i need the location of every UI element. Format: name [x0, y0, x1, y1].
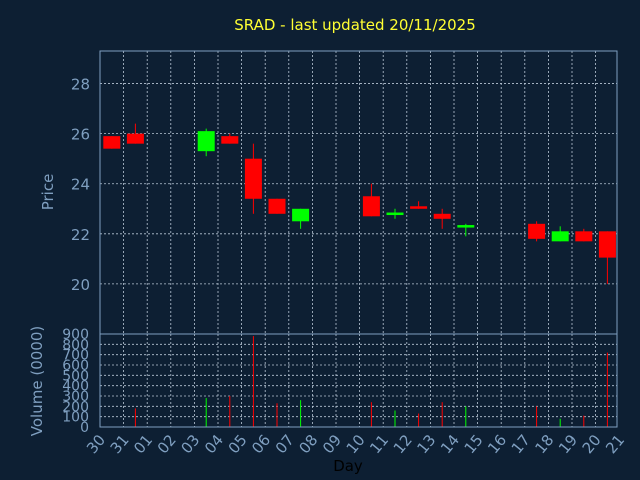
x-axis-label: Day	[333, 457, 363, 475]
candle-03	[197, 128, 215, 157]
x-tick-label: 21	[602, 431, 628, 457]
price-axis-label: Price	[39, 174, 57, 211]
x-tick-label: 09	[319, 431, 345, 457]
candle-13	[433, 208, 451, 229]
candle-body	[292, 208, 310, 222]
price-y-tick-label: 20	[71, 276, 90, 294]
candle-body	[362, 196, 380, 217]
volume-y-tick-label: 500	[62, 368, 89, 384]
candle-body	[268, 198, 286, 214]
candle-04	[221, 133, 239, 144]
x-tick-label: 05	[225, 431, 251, 457]
volume-y-tick-label: 200	[62, 399, 89, 415]
x-tick-label: 12	[390, 431, 416, 457]
price-y-tick-label: 28	[71, 76, 90, 94]
candle-body	[528, 223, 546, 239]
candle-body	[433, 213, 451, 219]
x-tick-label: 07	[272, 431, 298, 457]
price-y-tick-label: 24	[71, 176, 90, 194]
volume-y-tick-label: 300	[62, 389, 89, 405]
x-tick-label: 20	[579, 431, 605, 457]
candle-body	[386, 212, 404, 216]
candle-body	[410, 206, 428, 209]
candle-06	[268, 198, 286, 214]
volume-y-tick-label: 100	[62, 410, 89, 426]
price-y-tick-label: 22	[71, 226, 90, 244]
candle-body	[551, 231, 569, 242]
x-tick-label: 01	[130, 431, 156, 457]
price-panel: 20 22 24 26 28 Price	[39, 50, 618, 335]
x-tick-label: 17	[508, 431, 534, 457]
volume-y-tick-label: 600	[62, 358, 89, 374]
candle-body	[457, 225, 475, 228]
x-tick-label: 10	[343, 431, 369, 457]
volume-axis-label: Volume (0000)	[28, 326, 46, 436]
volume-y-tick-label: 900	[62, 327, 89, 343]
price-plot-frame	[99, 50, 618, 335]
x-tick-label: 13	[413, 431, 439, 457]
candle-30	[103, 136, 121, 149]
candle-14	[457, 223, 475, 237]
candle-05	[244, 143, 262, 214]
candle-10	[362, 183, 380, 217]
x-axis-ticks: 3031010203040506070809101112131415161718…	[83, 431, 628, 457]
candle-body	[221, 136, 239, 144]
candle-17	[528, 221, 546, 242]
x-tick-label: 03	[177, 431, 203, 457]
candle-12	[410, 201, 428, 209]
x-tick-label: 14	[437, 431, 463, 457]
volume-y-tick-label: 0	[80, 420, 89, 436]
x-tick-label: 16	[484, 431, 510, 457]
x-tick-label: 15	[461, 431, 487, 457]
x-tick-label: 08	[295, 431, 321, 457]
candle-31	[126, 123, 144, 144]
candle-07	[292, 208, 310, 229]
candle-body	[244, 158, 262, 199]
chart-title: SRAD - last updated 20/11/2025	[234, 16, 476, 34]
candle-11	[386, 208, 404, 219]
candle-18	[551, 226, 569, 242]
x-tick-label: 11	[366, 431, 392, 457]
x-tick-label: 18	[531, 431, 557, 457]
candle-body	[575, 231, 593, 242]
x-tick-label: 31	[107, 431, 133, 457]
candle-20	[598, 231, 616, 284]
x-tick-label: 04	[201, 431, 227, 457]
x-tick-label: 02	[154, 431, 180, 457]
x-tick-label: 19	[555, 431, 581, 457]
candle-body	[103, 136, 121, 149]
candle-19	[575, 228, 593, 242]
candle-body	[126, 133, 144, 144]
volume-plot-frame	[99, 333, 618, 428]
x-tick-label: 06	[248, 431, 274, 457]
candle-body	[197, 131, 215, 152]
candle-body	[598, 231, 616, 258]
price-y-tick-label: 26	[71, 126, 90, 144]
volume-y-tick-label: 800	[62, 337, 89, 353]
volume-y-tick-label: 700	[62, 348, 89, 364]
volume-y-tick-label: 400	[62, 379, 89, 395]
